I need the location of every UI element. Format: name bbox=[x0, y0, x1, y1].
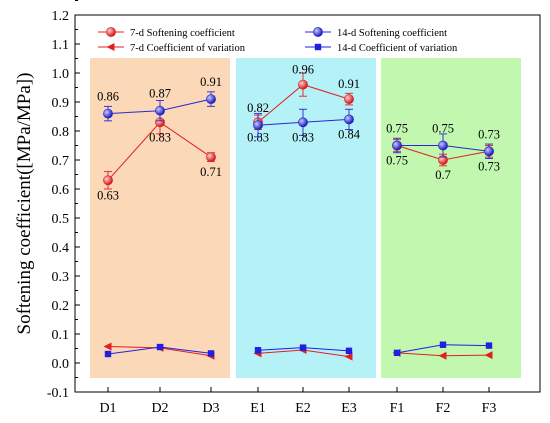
data-label: 0.96 bbox=[292, 63, 314, 77]
group-band-f bbox=[381, 58, 521, 378]
data-label: 0.75 bbox=[432, 122, 454, 136]
data-point bbox=[298, 117, 308, 128]
x-tick-label: D2 bbox=[151, 401, 168, 416]
y-tick-label: 0.8 bbox=[52, 125, 70, 140]
legend-item-14-d-softening-coefficient: 14-d Softening coefficient bbox=[305, 27, 447, 39]
legend-label: 7-d Coefficient of variation bbox=[130, 43, 246, 54]
x-tick-label: D3 bbox=[202, 401, 219, 416]
data-label: 0.7 bbox=[435, 168, 451, 182]
data-point bbox=[439, 341, 447, 348]
data-label: 0.83 bbox=[149, 130, 171, 144]
x-tick-label: F3 bbox=[482, 401, 497, 416]
data-point bbox=[484, 146, 494, 157]
y-tick-label: 0.5 bbox=[52, 212, 70, 227]
data-point bbox=[156, 343, 164, 351]
data-point bbox=[344, 94, 354, 104]
y-tick-label: 0.1 bbox=[52, 328, 70, 343]
data-point bbox=[206, 94, 216, 104]
legend-item-14-d-coefficient-of-variation: 14-d Coefficient of variation bbox=[305, 43, 458, 54]
x-tick-label: D1 bbox=[99, 401, 116, 416]
x-tick-label: F2 bbox=[436, 401, 451, 416]
group-background-layer bbox=[90, 58, 521, 378]
data-label: 0.75 bbox=[386, 154, 408, 168]
data-label: 0.83 bbox=[247, 130, 269, 144]
data-point bbox=[299, 344, 307, 351]
legend-marker bbox=[313, 27, 323, 37]
y-tick-label: 1.2 bbox=[52, 9, 70, 24]
data-point bbox=[103, 342, 112, 351]
data-point bbox=[344, 114, 354, 125]
data-point bbox=[155, 105, 165, 116]
data-point bbox=[104, 350, 112, 358]
x-tick-label: E3 bbox=[341, 401, 357, 416]
data-point bbox=[298, 79, 308, 90]
data-point bbox=[345, 347, 353, 355]
series-14-d-softening-coefficient: 0.86 0.87 0.91 0.82 0.83 0.84 0.75 0.75 0.73 bbox=[97, 75, 500, 160]
legend-item-7-d-coefficient-of-variation: 7-d Coefficient of variation bbox=[98, 43, 246, 54]
legend-label: 7-d Softening coefficient bbox=[130, 28, 235, 39]
y-tick-label: 0.3 bbox=[52, 270, 70, 285]
data-label: 0.84 bbox=[338, 127, 361, 141]
y-tick-label: 0.4 bbox=[52, 241, 70, 256]
legend-item-7-d-softening-coefficient: 7-d Softening coefficient bbox=[98, 27, 235, 39]
legend-marker bbox=[106, 27, 116, 37]
legend-label: 14-d Coefficient of variation bbox=[337, 43, 458, 54]
y-tick-label: 1.1 bbox=[52, 38, 70, 53]
data-point bbox=[253, 120, 263, 131]
data-label: 0.91 bbox=[200, 75, 222, 89]
data-label: 0.63 bbox=[97, 188, 119, 202]
data-label: 0.91 bbox=[338, 77, 360, 91]
legend-marker bbox=[106, 43, 115, 51]
data-point bbox=[438, 351, 447, 360]
y-tick-label: 0.7 bbox=[52, 154, 70, 169]
x-tick-label: E1 bbox=[250, 401, 266, 416]
data-label: 0.86 bbox=[97, 90, 119, 104]
data-point bbox=[103, 108, 113, 119]
legend: 7-d Softening coefficient 14-d Softening … bbox=[98, 27, 458, 54]
data-point bbox=[344, 352, 353, 361]
data-label: 0.73 bbox=[478, 159, 500, 173]
data-point bbox=[392, 140, 402, 151]
data-label: 0.75 bbox=[386, 122, 408, 136]
x-axis-ticks: D1 D2 D3 E1 E2 E3 F1 F2 F3 bbox=[99, 387, 496, 416]
y-axis-ticks: -0.1 0.0 0.1 0.2 0.3 0.4 0.5 0.6 0.7 0.8 0.9 1.0 1.1… bbox=[47, 0, 80, 401]
y-tick-label: 1.0 bbox=[52, 67, 70, 82]
series-14-d-coefficient-of-variation bbox=[104, 341, 493, 358]
series-layer: 0.630.830.710.830.960.910.750.70.730.86 0… bbox=[97, 63, 500, 361]
data-point bbox=[207, 350, 215, 357]
data-label: 0.87 bbox=[149, 87, 171, 101]
data-label: 0.73 bbox=[478, 127, 500, 141]
data-point bbox=[484, 351, 493, 360]
data-label: 0.83 bbox=[292, 130, 314, 144]
data-point bbox=[438, 140, 448, 151]
legend-marker bbox=[314, 43, 322, 51]
data-point bbox=[485, 342, 493, 349]
data-label: 0.71 bbox=[200, 165, 222, 179]
y-tick-label: 0.2 bbox=[52, 299, 70, 314]
y-axis-title: Softening coefficient([MPa/MPa]) bbox=[14, 73, 35, 335]
group-band-e bbox=[236, 58, 376, 378]
y-tick-label: -0.1 bbox=[47, 386, 69, 401]
legend-label: 14-d Softening coefficient bbox=[337, 28, 447, 39]
y-tick-label: 0.6 bbox=[52, 183, 70, 198]
data-point bbox=[254, 347, 262, 354]
data-point bbox=[206, 152, 216, 162]
y-tick-label: 0.9 bbox=[52, 96, 70, 111]
data-label: 0.82 bbox=[247, 101, 269, 115]
y-tick-label: 0.0 bbox=[52, 357, 70, 372]
x-tick-label: F1 bbox=[390, 401, 405, 416]
data-point bbox=[393, 349, 401, 357]
data-point bbox=[103, 175, 113, 186]
x-tick-label: E2 bbox=[295, 401, 311, 416]
